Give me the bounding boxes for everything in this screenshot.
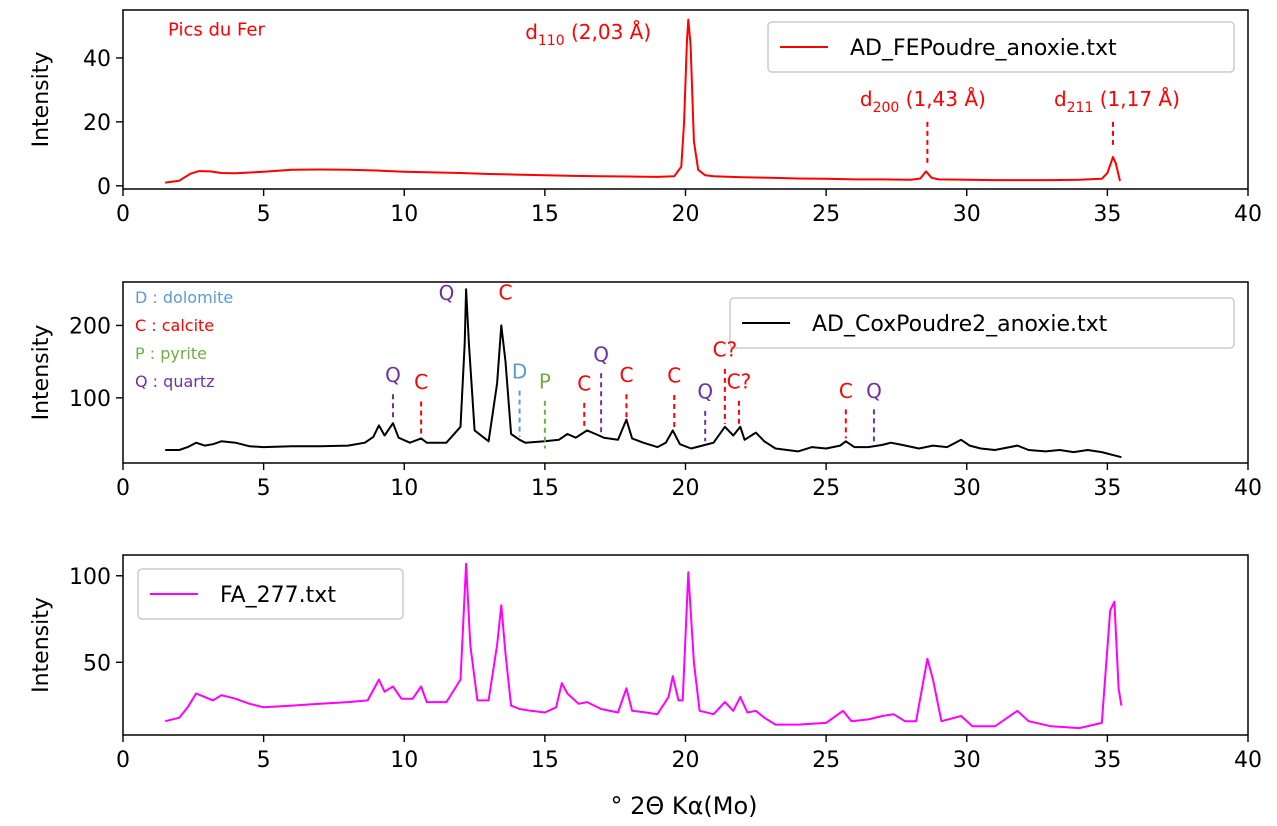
x-tick-label: 40 xyxy=(1234,476,1262,501)
annotation-subscript: 211 xyxy=(1067,100,1094,116)
panel-top-iron-powder: 0 5 10 15 20 25 30 35 40 0 20 40 Intensity AD_FEPoudr… xyxy=(29,9,1262,227)
annotation-title: Pics du Fer xyxy=(168,20,265,41)
x-tick-label: 35 xyxy=(1093,748,1121,773)
peak-label: C? xyxy=(713,338,738,362)
annotation-subscript: 200 xyxy=(873,100,900,116)
series-line xyxy=(165,18,1121,184)
legend-label: AD_CoxPoudre2_anoxie.txt xyxy=(812,312,1108,337)
legend-frame xyxy=(137,568,404,620)
peak-annotation: d211 (1,17 Å) xyxy=(1054,87,1180,116)
x-tick-label: 20 xyxy=(672,748,700,773)
annotation-base: d xyxy=(1054,87,1067,111)
panel-bottom-fa-277: 0 5 10 15 20 25 30 35 40 50 100 Intensity FA_277.txt xyxy=(29,554,1262,773)
y-tick-label: 100 xyxy=(69,565,111,590)
peak-label: Q xyxy=(439,281,455,305)
peak-label: C xyxy=(839,379,853,403)
x-tick-label: 25 xyxy=(812,748,840,773)
x-tick-label: 40 xyxy=(1234,748,1262,773)
panel-middle-cox-powder: 0 5 10 15 20 25 30 35 40 100 200 Intensity AD_CoxPou… xyxy=(29,280,1262,501)
annotation-rest: (2,03 Å) xyxy=(565,20,652,44)
x-tick-label: 25 xyxy=(812,202,840,227)
peak-label: Q xyxy=(593,343,609,367)
peak-label: C xyxy=(577,372,591,396)
x-tick-label: 30 xyxy=(953,748,981,773)
y-tick-label: 100 xyxy=(69,387,111,412)
legend-label: AD_FEPoudre_anoxie.txt xyxy=(850,36,1117,61)
peak-label: D xyxy=(512,359,527,383)
x-tick-label: 10 xyxy=(390,748,418,773)
annotation-rest: (1,43 Å) xyxy=(899,87,986,111)
x-tick-label: 30 xyxy=(953,476,981,501)
peak-label: Q xyxy=(697,380,713,404)
x-tick-label: 20 xyxy=(672,202,700,227)
mineral-key-item: Q : quartz xyxy=(135,372,215,391)
legend-frame xyxy=(729,297,1235,349)
x-tick-label: 5 xyxy=(257,202,271,227)
peak-label: C xyxy=(667,364,681,388)
x-tick-label: 25 xyxy=(812,476,840,501)
x-tick-label: 15 xyxy=(531,202,559,227)
legend: AD_CoxPoudre2_anoxie.txt xyxy=(729,297,1235,349)
legend: FA_277.txt xyxy=(137,568,404,620)
annotation-base: d xyxy=(860,87,873,111)
y-axis-title: Intensity xyxy=(29,325,54,421)
x-tick-label: 0 xyxy=(116,202,130,227)
annotation-rest: (1,17 Å) xyxy=(1093,87,1180,111)
peak-label: C xyxy=(414,370,428,394)
x-tick-label: 5 xyxy=(257,748,271,773)
x-tick-label: 10 xyxy=(390,202,418,227)
x-tick-label: 0 xyxy=(116,476,130,501)
peak-annotation: d200 (1,43 Å) xyxy=(860,87,986,116)
x-tick-label: 15 xyxy=(531,748,559,773)
peak-label: C? xyxy=(727,369,752,393)
y-tick-label: 40 xyxy=(83,47,111,72)
x-tick-label: 40 xyxy=(1234,202,1262,227)
peak-label: Q xyxy=(866,379,882,403)
x-tick-label: 10 xyxy=(390,476,418,501)
y-axis-title: Intensity xyxy=(29,52,54,148)
y-tick-label: 50 xyxy=(83,651,111,676)
x-tick-label: 30 xyxy=(953,202,981,227)
peak-label: Q xyxy=(385,363,401,387)
peak-label: C xyxy=(619,363,633,387)
y-tick-label: 20 xyxy=(83,111,111,136)
annotation-base: d xyxy=(525,20,538,44)
y-tick-label: 0 xyxy=(97,175,111,200)
x-tick-label: 0 xyxy=(116,748,130,773)
mineral-key-item: D : dolomite xyxy=(135,288,233,307)
series-line xyxy=(164,562,1123,730)
legend-label: FA_277.txt xyxy=(220,583,336,608)
x-tick-label: 20 xyxy=(672,476,700,501)
legend-frame xyxy=(767,21,1235,73)
series-line xyxy=(165,288,1122,459)
peak-annotation: d110 (2,03 Å) xyxy=(525,20,651,49)
x-tick-label: 5 xyxy=(257,476,271,501)
y-axis-title: Intensity xyxy=(29,597,54,693)
annotation-subscript: 110 xyxy=(538,33,565,49)
peak-label: C xyxy=(499,280,513,304)
peak-label: P xyxy=(539,369,551,393)
x-axis-title: ° 2Θ Kα(Mo) xyxy=(610,792,757,820)
legend: AD_FEPoudre_anoxie.txt xyxy=(767,21,1235,73)
mineral-key-item: P : pyrite xyxy=(135,344,207,363)
y-tick-label: 200 xyxy=(69,314,111,339)
mineral-key-item: C : calcite xyxy=(135,316,214,335)
x-tick-label: 35 xyxy=(1093,202,1121,227)
x-tick-label: 35 xyxy=(1093,476,1121,501)
x-tick-label: 15 xyxy=(531,476,559,501)
